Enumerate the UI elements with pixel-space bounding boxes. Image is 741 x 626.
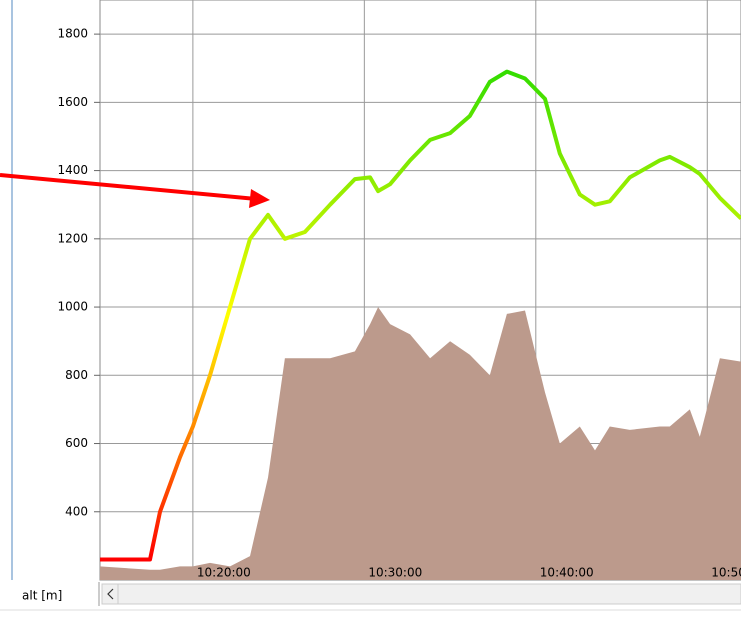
plot: 10:20:00 10:30:00 10:40:00 10:50:00 bbox=[100, 0, 741, 580]
altitude-line bbox=[100, 69, 741, 562]
y-tick-label: 800 bbox=[65, 368, 88, 382]
scroll-left-button[interactable] bbox=[101, 583, 119, 605]
y-tick-label: 400 bbox=[65, 504, 88, 518]
arrow-head bbox=[249, 189, 270, 208]
arrow-shaft bbox=[0, 173, 257, 201]
y-tick-label: 1400 bbox=[57, 163, 88, 177]
x-tick-label: 10:40:00 bbox=[540, 566, 594, 580]
axes: 400 600 800 1000 1200 1400 1600 1800 bbox=[57, 27, 100, 518]
x-tick-label: 10:30:00 bbox=[368, 566, 422, 580]
scrollbar[interactable] bbox=[117, 583, 741, 605]
y-tick-label: 1800 bbox=[57, 27, 88, 41]
area bbox=[100, 307, 741, 580]
y-tick-label: 1200 bbox=[57, 231, 88, 245]
x-tick-label: 10:20:00 bbox=[197, 566, 251, 580]
y-tick-label: 1000 bbox=[57, 300, 88, 314]
scroll-left-icon bbox=[107, 588, 114, 600]
y-axis-label: alt [m] bbox=[22, 589, 62, 603]
y-tick-label: 600 bbox=[65, 436, 88, 450]
y-tick-label: 1600 bbox=[57, 95, 88, 109]
x-tick-label: 10:50:00 bbox=[711, 566, 741, 580]
